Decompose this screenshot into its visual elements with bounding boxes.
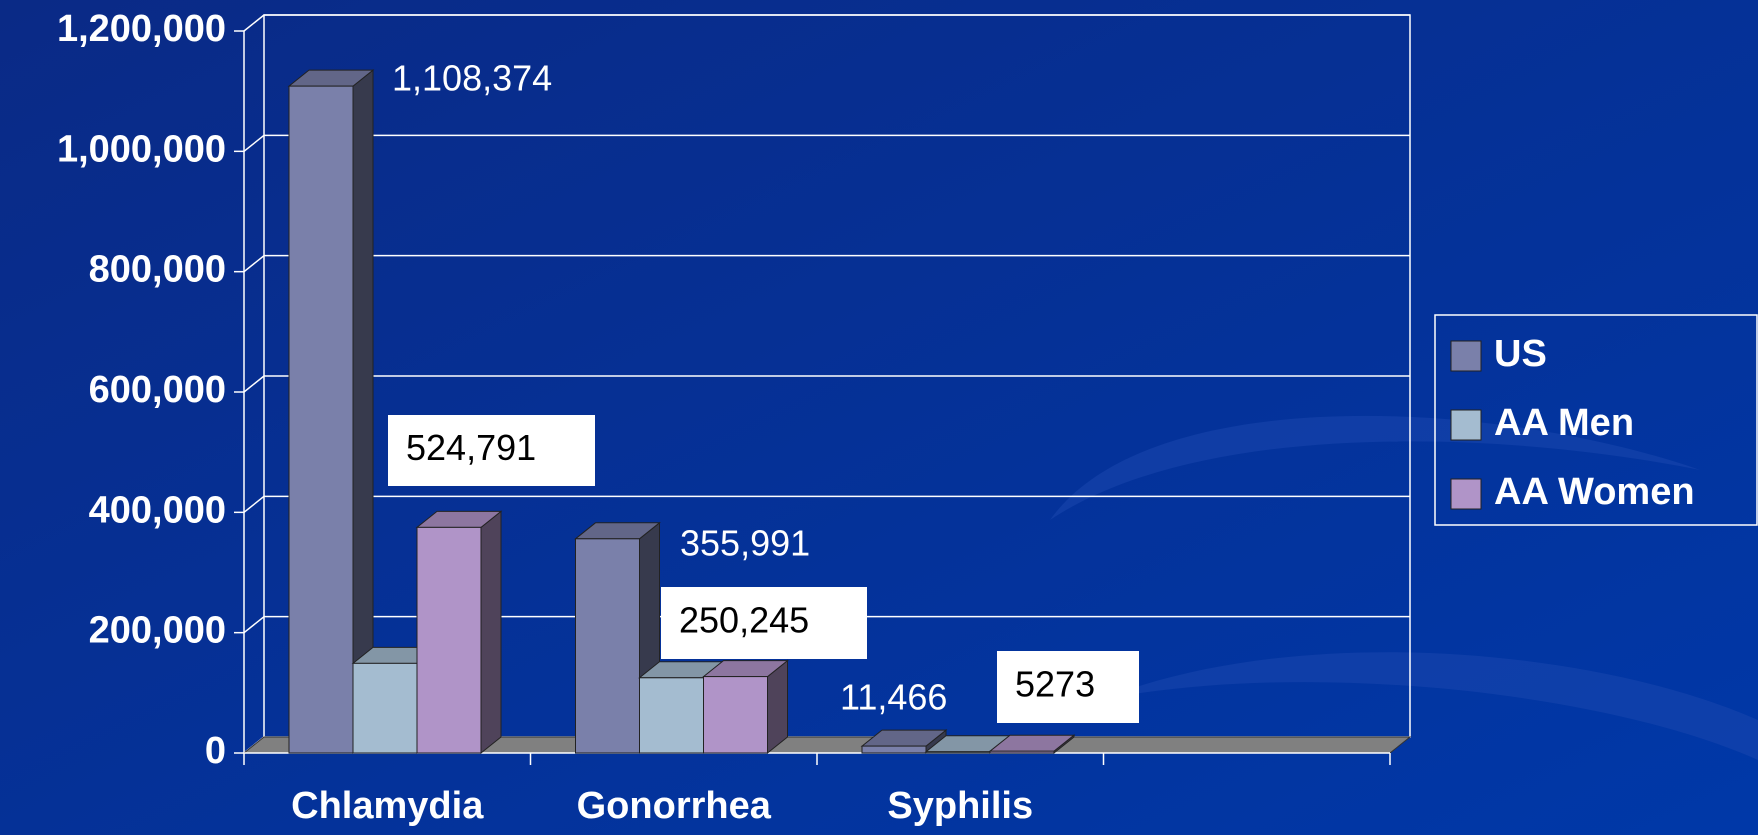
data-label: 355,991 [680,523,810,564]
bar [925,751,991,754]
x-tick-label: Chlamydia [291,785,484,827]
legend-swatch [1450,478,1482,510]
data-label: 1,108,374 [392,58,552,99]
y-tick-label: 800,000 [89,249,226,291]
bar-side [480,510,502,755]
x-tick-label: Gonorrhea [577,785,772,827]
legend-label: AA Men [1494,402,1634,444]
grid-line-side [243,134,265,152]
annotation: 524,791 [406,427,536,468]
bar [639,677,704,754]
bar [288,85,354,754]
data-label: 11,466 [840,677,947,718]
legend-label: AA Women [1494,471,1695,513]
bar [416,526,482,754]
grid-line-side [243,616,265,634]
bar [861,745,927,754]
y-tick-label: 1,200,000 [57,8,226,50]
bar [989,750,1055,754]
x-tick-label: Syphilis [887,785,1033,827]
bar [703,676,768,754]
grid-line-side [243,255,265,273]
bar [352,662,418,754]
y-tick-label: 1,000,000 [57,128,226,170]
legend-label: US [1494,333,1547,375]
y-tick-label: 200,000 [89,610,226,652]
bar [575,538,640,754]
grid-line-side [243,375,265,393]
legend-swatch [1450,340,1482,372]
legend [1434,314,1758,526]
annotation-box [997,651,1139,723]
decoration [1050,415,1758,760]
grid-line-side [243,14,265,32]
legend-swatch [1450,409,1482,441]
annotation-box [388,415,595,486]
annotation-box [661,587,867,659]
annotation: 250,245 [679,600,809,641]
y-tick-label: 600,000 [89,369,226,411]
grid-line-side [243,495,265,513]
annotation: 5273 [1015,664,1095,705]
y-tick-label: 400,000 [89,489,226,531]
y-tick-label: 0 [205,730,226,772]
